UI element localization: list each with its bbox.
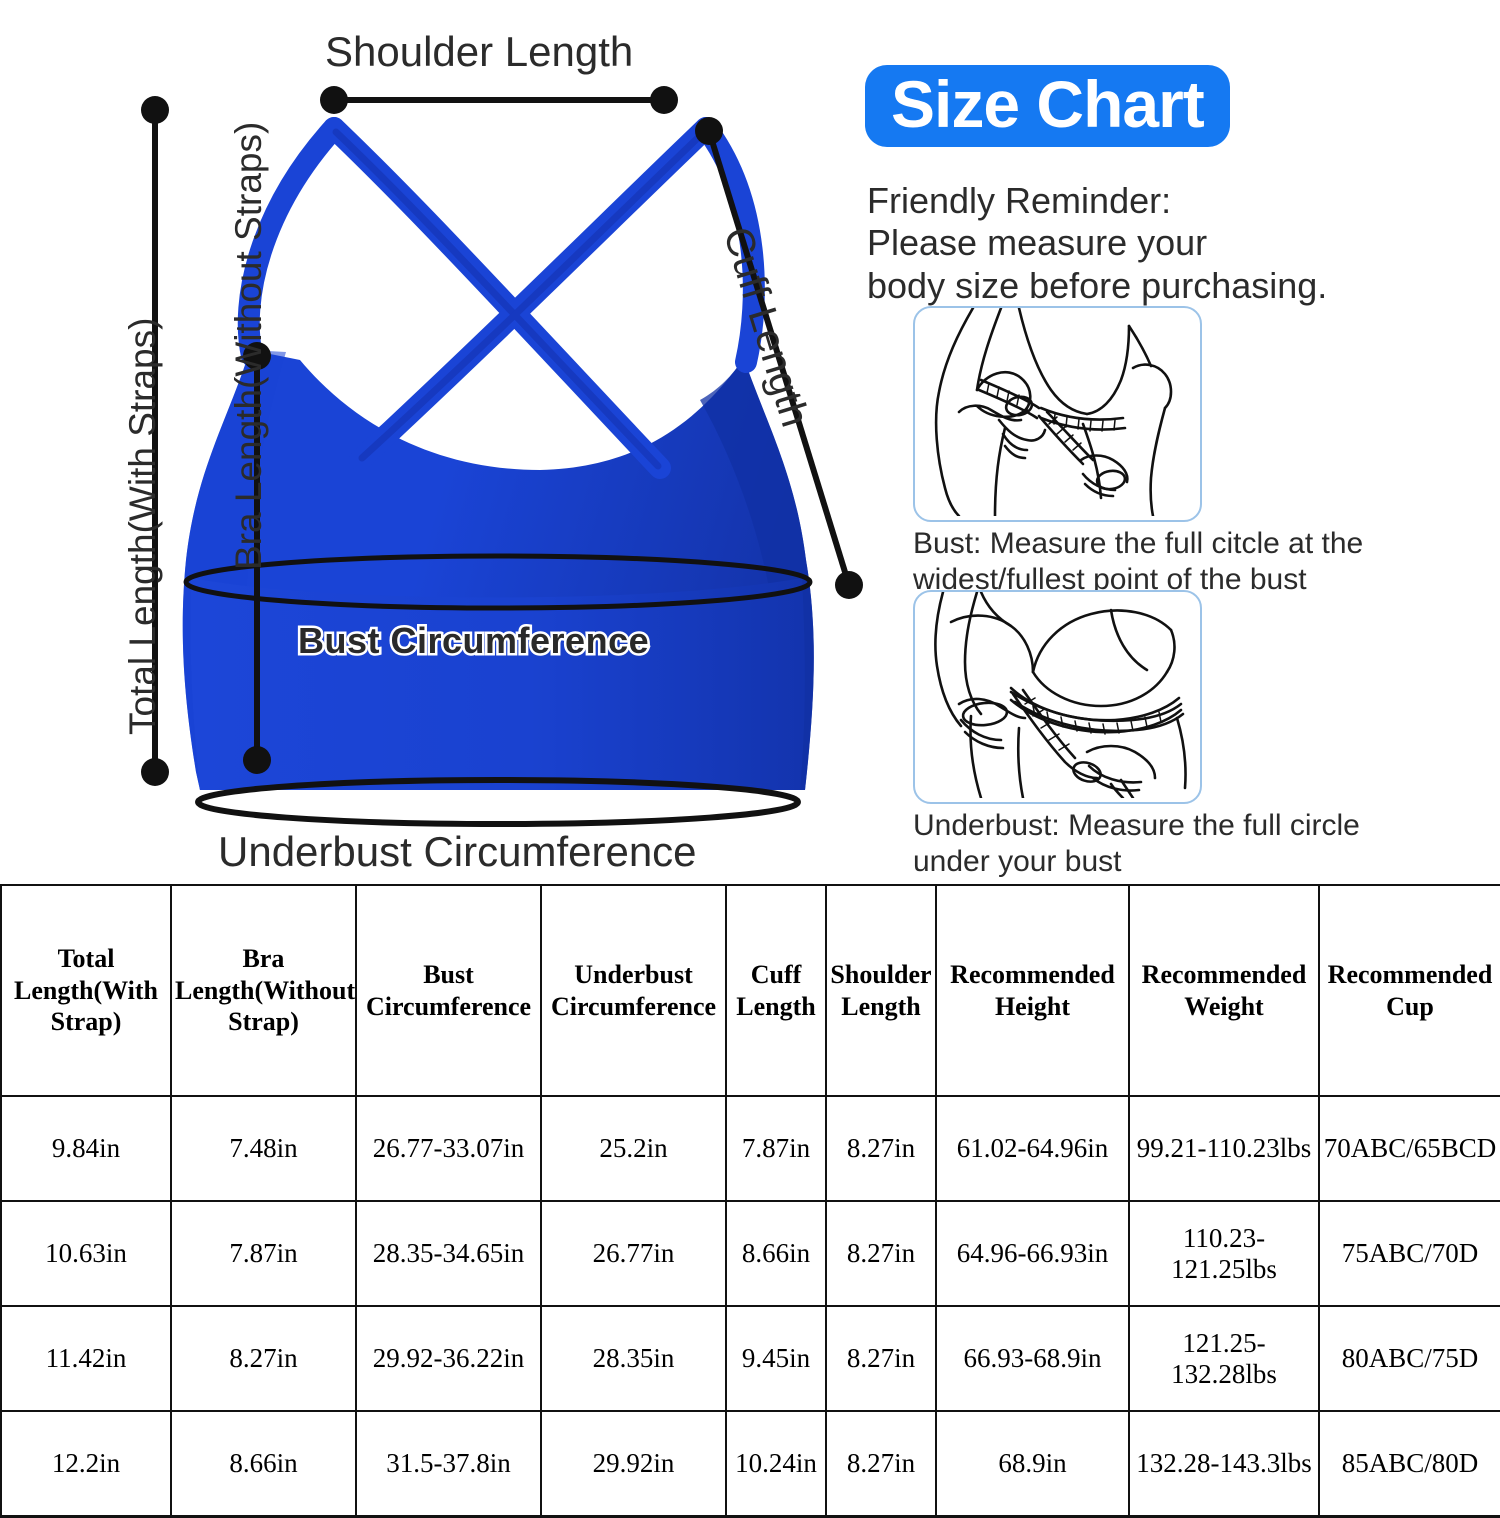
bra-straps-shade: [332, 128, 708, 470]
th-recommended-cup: Recommended Cup: [1318, 884, 1500, 1097]
bust-measure-drawing: [934, 308, 1173, 518]
cell: 8.27in: [825, 1305, 937, 1412]
cell: 25.2in: [540, 1095, 727, 1202]
table-row: 10.63in 7.87in 28.35-34.65in 26.77in 8.6…: [0, 1200, 1500, 1307]
cell: 8.27in: [825, 1200, 937, 1307]
cell: 10.63in: [0, 1200, 172, 1307]
th-recommended-height: Recommended Height: [935, 884, 1130, 1097]
cell: 61.02-64.96in: [935, 1095, 1130, 1202]
bust-measure-illustration: [913, 306, 1202, 522]
table-row: 11.42in 8.27in 29.92-36.22in 28.35in 9.4…: [0, 1305, 1500, 1412]
cell: 12.2in: [0, 1410, 172, 1518]
shoulder-length-label: Shoulder Length: [325, 28, 634, 75]
bra-diagram: Total Length(With Straps) Bra Length(Wit…: [122, 28, 863, 875]
right-info-panel: Size Chart Friendly Reminder: Please mea…: [855, 40, 1500, 880]
cell: 8.66in: [170, 1410, 357, 1518]
bust-circumference-ellipse: [183, 553, 813, 611]
cell: 7.87in: [170, 1200, 357, 1307]
cuff-length-measure-line: [695, 117, 863, 599]
reminder-line-3: body size before purchasing.: [867, 264, 1328, 306]
cell: 31.5-37.8in: [355, 1410, 542, 1518]
cell: 9.84in: [0, 1095, 172, 1202]
cell: 64.96-66.93in: [935, 1200, 1130, 1307]
underbust-measure-drawing: [934, 592, 1187, 800]
bra-body: [182, 350, 814, 790]
th-cuff-length: Cuff Length: [725, 884, 827, 1097]
cell: 85ABC/80D: [1318, 1410, 1500, 1518]
cell: 29.92-36.22in: [355, 1305, 542, 1412]
bust-circumference-label: Bust Circumference: [295, 618, 651, 664]
cell: 10.24in: [725, 1410, 827, 1518]
cell: 132.28-143.3lbs: [1128, 1410, 1320, 1518]
underbust-caption-line-2: under your bust: [913, 845, 1122, 878]
cell: 8.27in: [170, 1305, 357, 1412]
cell: 121.25-132.28lbs: [1128, 1305, 1320, 1412]
cell: 70ABC/65BCD: [1318, 1095, 1500, 1202]
cell: 28.35in: [540, 1305, 727, 1412]
friendly-reminder-text: Friendly Reminder: Please measure your b…: [867, 180, 1500, 307]
bust-caption-line-1: Bust: Measure the full citcle at the: [913, 527, 1364, 560]
th-recommended-weight: Recommended Weight: [1128, 884, 1320, 1097]
underbust-measure-illustration: [913, 590, 1202, 804]
cell: 7.87in: [725, 1095, 827, 1202]
th-bra-length: Bra Length(Without Strap): [170, 884, 357, 1097]
cell: 8.27in: [825, 1410, 937, 1518]
size-chart-table: Total Length(With Strap) Bra Length(With…: [0, 884, 1500, 1518]
bra-illustration-svg: [141, 86, 863, 827]
total-length-label: Total Length(With Straps): [122, 317, 163, 735]
th-bust-circumference: Bust Circumference: [355, 884, 542, 1097]
bra-length-label: Bra Length(Without Straps): [228, 121, 269, 570]
cell: 7.48in: [170, 1095, 357, 1202]
cell: 8.27in: [825, 1095, 937, 1202]
cell: 9.45in: [725, 1305, 827, 1412]
cell: 26.77-33.07in: [355, 1095, 542, 1202]
cell: 66.93-68.9in: [935, 1305, 1130, 1412]
bra-length-measure-line: [243, 342, 271, 774]
table-row: 9.84in 7.48in 26.77-33.07in 25.2in 7.87i…: [0, 1095, 1500, 1202]
underbust-circumference-ellipse: [195, 777, 801, 827]
underbust-circumference-label: Underbust Circumference: [218, 828, 697, 875]
cell: 110.23-121.25lbs: [1128, 1200, 1320, 1307]
bust-measure-caption: Bust: Measure the full citcle at the wid…: [913, 526, 1500, 598]
reminder-line-2: Please measure your: [867, 222, 1208, 264]
th-shoulder-length: Shoulder Length: [825, 884, 937, 1097]
cell: 75ABC/70D: [1318, 1200, 1500, 1307]
cell: 28.35-34.65in: [355, 1200, 542, 1307]
underbust-measure-caption: Underbust: Measure the full circle under…: [913, 808, 1500, 880]
reminder-line-1: Friendly Reminder:: [867, 180, 1172, 221]
table-header-row: Total Length(With Strap) Bra Length(With…: [0, 884, 1500, 1097]
cell: 29.92in: [540, 1410, 727, 1518]
table-row: 12.2in 8.66in 31.5-37.8in 29.92in 10.24i…: [0, 1410, 1500, 1518]
cell: 8.66in: [725, 1200, 827, 1307]
total-length-measure-line: [141, 96, 169, 786]
th-underbust-circumference: Underbust Circumference: [540, 884, 727, 1097]
shoulder-length-measure-line: [320, 86, 678, 114]
th-total-length: Total Length(With Strap): [0, 884, 172, 1097]
cell: 11.42in: [0, 1305, 172, 1412]
cell: 99.21-110.23lbs: [1128, 1095, 1320, 1202]
cell: 26.77in: [540, 1200, 727, 1307]
size-chart-badge: Size Chart: [865, 65, 1230, 147]
cell: 68.9in: [935, 1410, 1130, 1518]
underbust-caption-line-1: Underbust: Measure the full circle: [913, 809, 1360, 842]
cell: 80ABC/75D: [1318, 1305, 1500, 1412]
